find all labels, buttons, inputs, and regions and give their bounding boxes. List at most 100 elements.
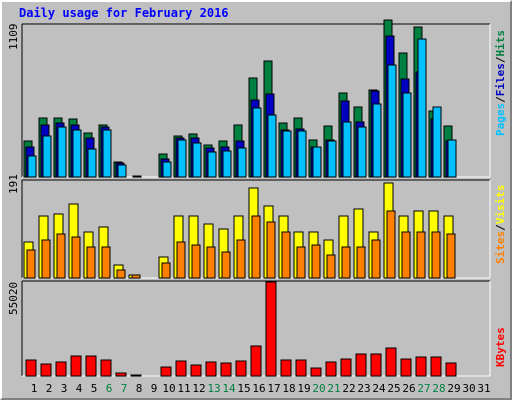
day-label: 26 (402, 382, 415, 395)
kbytes-bar (190, 364, 202, 377)
sites-bar (446, 233, 456, 279)
kbytes-bar (415, 356, 427, 377)
kbytes-bar (385, 347, 397, 377)
sites-bar (56, 233, 66, 279)
pages-bar (387, 64, 397, 178)
kbytes-bar (205, 361, 217, 377)
day-label: 18 (282, 382, 295, 395)
day-label: 31 (477, 382, 490, 395)
sites-bar (161, 262, 171, 279)
day-label: 27 (417, 382, 430, 395)
sites-bar (356, 246, 366, 279)
sites-bar (431, 231, 441, 279)
kbytes-bar (85, 355, 97, 377)
pages-bar (132, 175, 142, 178)
day-label: 19 (297, 382, 310, 395)
day-label: 6 (106, 382, 113, 395)
sites-bar (371, 239, 381, 279)
pages-bar (42, 135, 52, 178)
sites-bar (326, 254, 336, 279)
y-axis-label-part: Sites (494, 231, 507, 264)
kbytes-bar (295, 359, 307, 377)
y-axis-label-part: / (494, 56, 507, 63)
sites-bar (221, 251, 231, 279)
day-label: 3 (61, 382, 68, 395)
pages-bar (417, 38, 427, 178)
day-label: 12 (192, 382, 205, 395)
kbytes-bar (175, 360, 187, 377)
sites-bar (281, 231, 291, 279)
y-axis-label: KBytes (494, 327, 507, 367)
y-axis-label-part: Files (494, 63, 507, 96)
kbytes-bar (70, 355, 82, 377)
kbytes-bar (370, 353, 382, 377)
day-label: 17 (267, 382, 280, 395)
kbytes-bar (250, 345, 262, 377)
pages-bar (312, 146, 322, 178)
day-label: 22 (342, 382, 355, 395)
day-label: 29 (447, 382, 460, 395)
pages-bar (177, 139, 187, 178)
pages-bar (207, 151, 217, 178)
pages-bar (432, 106, 442, 178)
day-label: 25 (387, 382, 400, 395)
day-label: 14 (222, 382, 236, 395)
day-label: 28 (432, 382, 445, 395)
sites-bar (401, 231, 411, 279)
pages-bar (372, 103, 382, 178)
y-tick-label: 1109 (7, 24, 20, 51)
kbytes-bar (55, 361, 67, 377)
sites-bar (116, 269, 126, 279)
pages-bar (282, 130, 292, 178)
sites-bar (416, 231, 426, 279)
kbytes-bar (220, 362, 232, 377)
pages-bar (297, 130, 307, 178)
kbytes-bar (115, 372, 127, 377)
day-label: 2 (46, 382, 53, 395)
y-axis-label-part: KBytes (494, 327, 507, 367)
sites-bar (251, 215, 261, 279)
chart-title: Daily usage for February 2016 (19, 6, 229, 20)
pages-bar (327, 140, 337, 178)
kbytes-bar (445, 362, 457, 377)
sites-bar (311, 244, 321, 279)
kbytes-bar (340, 358, 352, 377)
day-label: 4 (76, 382, 83, 395)
y-axis-label-part: / (494, 224, 507, 231)
kbytes-bar (235, 360, 247, 377)
kbytes-bar (400, 358, 412, 377)
kbytes-bar (25, 359, 37, 377)
sites-bar (386, 210, 396, 279)
sites-bar (236, 239, 246, 279)
pages-bar (267, 114, 277, 178)
pages-bar (57, 126, 67, 178)
sites-bar (341, 246, 351, 279)
day-label: 24 (372, 382, 386, 395)
pages-bar (222, 150, 232, 178)
pages-bar (27, 155, 37, 178)
pages-bar (357, 126, 367, 178)
pages-bar (72, 129, 82, 178)
day-label: 30 (462, 382, 475, 395)
day-label: 5 (91, 382, 98, 395)
pages-bar (252, 107, 262, 178)
sites-bar (266, 221, 276, 279)
sites-bar (206, 246, 216, 279)
day-label: 13 (207, 382, 220, 395)
kbytes-bar (100, 359, 112, 377)
day-label: 15 (237, 382, 250, 395)
sites-bar (191, 244, 201, 279)
kbytes-bar (430, 356, 442, 377)
pages-bar (102, 129, 112, 178)
pages-bar (342, 121, 352, 178)
day-label: 23 (357, 382, 370, 395)
kbytes-bar (310, 367, 322, 377)
sites-bar (176, 241, 186, 279)
kbytes-bar (325, 361, 337, 377)
pages-bar (162, 161, 172, 178)
y-axis-label: Sites/Visits (494, 185, 507, 265)
kbytes-bar (355, 353, 367, 377)
y-axis-label: Pages/Files/Hits (494, 30, 507, 136)
day-label: 11 (177, 382, 190, 395)
sites-bar (41, 239, 51, 279)
